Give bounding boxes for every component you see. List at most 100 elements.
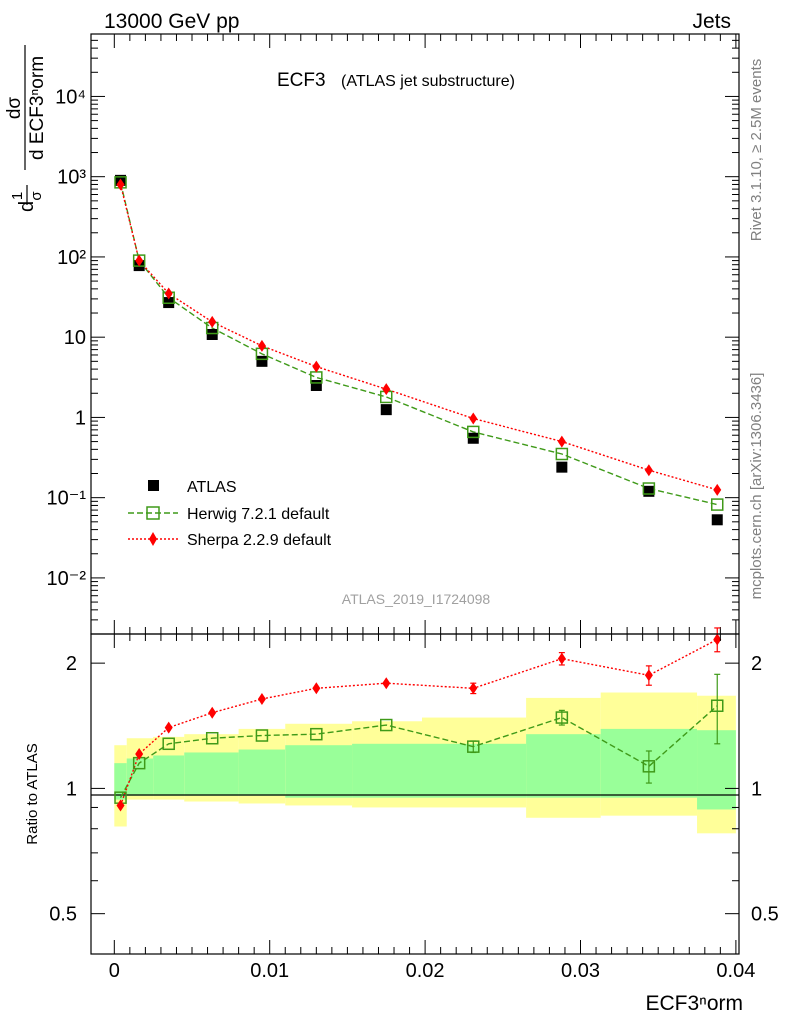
- sherpa-point: [382, 383, 391, 396]
- mcplots-label: mcplots.cern.ch [arXiv:1306.3436]: [748, 373, 765, 600]
- ratio-y-tick-label-right: 1: [751, 778, 762, 800]
- legend-label-sherpa: Sherpa 2.2.9 default: [187, 532, 332, 549]
- title-main: ECF3: [277, 70, 326, 91]
- ylabel-left-den: σ: [28, 191, 45, 201]
- sherpa-point: [164, 287, 173, 300]
- herwig-point: [467, 425, 480, 439]
- legend-marker-atlas: [148, 480, 159, 491]
- y-tick-label: 10⁻²: [47, 568, 87, 590]
- main-panel: 10⁻² 10⁻¹ 1 10 10² 10³ 10⁴ ECF3 (ATLAS jet sub…: [47, 33, 740, 635]
- sherpa-ratio-point: [312, 682, 321, 695]
- band-inner: [238, 749, 286, 796]
- sherpa-point: [257, 339, 266, 352]
- atlas-point: [711, 514, 723, 526]
- legend-label-herwig: Herwig 7.2.1 default: [187, 506, 330, 523]
- y-tick-label: 10⁻¹: [47, 488, 87, 510]
- analysis-id: ATLAS_2019_I1724098: [342, 591, 491, 607]
- sherpa-point: [312, 360, 321, 373]
- x-tick-label: 0.04: [716, 960, 755, 982]
- herwig-ratio-point: [467, 740, 480, 753]
- sherpa-ratio-point: [557, 652, 566, 665]
- herwig-ratio-point: [710, 699, 724, 712]
- herwig-ratio-point: [380, 718, 393, 732]
- main-series: [114, 174, 724, 526]
- sherpa-point: [135, 254, 144, 267]
- legend: ATLAS Herwig 7.2.1 default Sherpa 2.2.9 …: [128, 479, 332, 549]
- sherpa-ratio-point: [208, 706, 217, 719]
- ratio-y-label: Ratio to ATLAS: [24, 743, 41, 844]
- atlas-point: [310, 379, 322, 391]
- atlas-point: [256, 355, 268, 367]
- band-inner: [697, 730, 736, 810]
- x-tick-label: 0.03: [561, 960, 600, 982]
- herwig-point: [710, 498, 724, 511]
- band-inner: [352, 743, 422, 798]
- x-tick-label: 0.02: [406, 960, 445, 982]
- band-inner: [184, 752, 239, 796]
- ylabel-left-num: 1: [9, 192, 26, 200]
- rivet-label: Rivet 3.1.10, ≥ 2.5M events: [748, 59, 765, 242]
- band-inner: [153, 755, 185, 796]
- ratio-panel: 0.5 0.5 1 1 2 2 0 0.01 0.02 0.03 0.04 Ratio to AT…: [24, 627, 779, 982]
- x-tick-label: 0: [109, 960, 120, 982]
- sherpa-ratio-point: [135, 747, 144, 760]
- title-sub: (ATLAS jet substructure): [341, 73, 515, 90]
- ylabel-d: d: [16, 201, 38, 212]
- sherpa-ratio-point: [382, 677, 391, 690]
- ratio-y-tick-label-left: 0.5: [49, 904, 77, 926]
- legend-marker-sherpa: [149, 532, 157, 546]
- herwig-ratio-point: [162, 737, 175, 751]
- band-inner: [114, 763, 127, 800]
- herwig-ratio-point: [205, 731, 219, 745]
- band-inner: [126, 758, 154, 796]
- sherpa-point: [557, 435, 566, 448]
- sherpa-ratio-point: [713, 633, 722, 646]
- herwig-ratio-line: [119, 705, 718, 799]
- herwig-ratio-point: [255, 729, 269, 742]
- header-left: 13000 GeV pp: [104, 10, 239, 33]
- y-axis-label: d 1 σ dσ d ECF3ⁿorm: [4, 45, 48, 212]
- sherpa-point: [713, 483, 722, 496]
- sherpa-ratio-line: [119, 638, 718, 806]
- herwig-ratio-point: [555, 711, 569, 724]
- herwig-ratio-point: [642, 760, 656, 773]
- ratio-series: [114, 627, 724, 812]
- sherpa-ratio-point: [116, 799, 125, 812]
- y-tick-label: 10⁴: [55, 86, 86, 108]
- sherpa-ratio-point: [164, 721, 173, 734]
- herwig-ratio-point: [310, 727, 323, 741]
- sherpa-ratio-point: [257, 693, 266, 706]
- herwig-line: [119, 182, 718, 506]
- legend-label-atlas: ATLAS: [187, 479, 237, 496]
- header-right: Jets: [692, 10, 731, 33]
- x-ticks: 0 0.01 0.02 0.03 0.04: [109, 634, 755, 982]
- ylabel-top-den: d ECF3ⁿorm: [27, 56, 48, 160]
- herwig-point: [642, 482, 656, 495]
- atlas-point: [643, 485, 655, 497]
- ratio-y-tick-label-right: 0.5: [751, 904, 779, 926]
- atlas-point: [556, 461, 568, 473]
- sherpa-point: [469, 412, 478, 425]
- legend-marker-herwig: [146, 506, 160, 520]
- sherpa-ratio-point: [469, 682, 478, 695]
- atlas-point: [467, 432, 479, 444]
- ylabel-top-num: dσ: [4, 97, 25, 120]
- band-inner: [526, 734, 601, 798]
- ratio-y-ticks: 0.5 0.5 1 1 2 2: [49, 653, 779, 955]
- x-axis-label: ECF3ⁿorm: [645, 992, 743, 1015]
- sherpa-point: [208, 315, 217, 328]
- ratio-y-tick-label-left: 2: [66, 653, 77, 675]
- sherpa-ratio-point: [644, 669, 653, 682]
- y-tick-label: 10: [64, 327, 86, 349]
- band-inner: [285, 745, 353, 798]
- herwig-point: [555, 447, 569, 461]
- sherpa-point: [116, 178, 125, 191]
- y-tick-label: 10²: [57, 247, 86, 269]
- ratio-y-tick-label-right: 2: [751, 653, 762, 675]
- atlas-point: [206, 328, 218, 340]
- x-tick-label: 0.01: [250, 960, 289, 982]
- main-y-ticks: 10⁻² 10⁻¹ 1 10 10² 10³ 10⁴: [47, 33, 739, 635]
- ratio-frame: [90, 633, 740, 955]
- atlas-point: [380, 404, 392, 416]
